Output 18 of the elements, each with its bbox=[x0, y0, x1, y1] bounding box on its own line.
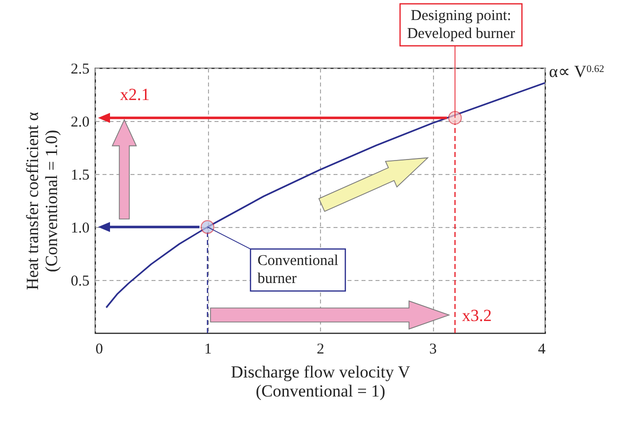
x-tick-label: 2 bbox=[316, 342, 324, 358]
y-tick-label: 2.0 bbox=[70, 114, 90, 130]
y-tick-label: 1.0 bbox=[70, 220, 90, 236]
annotation: x3.2 bbox=[462, 306, 492, 325]
x-axis-title: Discharge flow velocity V (Conventional = 1) bbox=[230, 362, 411, 400]
annotation: Designing point: Developed burner bbox=[407, 8, 515, 42]
annotation: α∝ V$^{0.62}$ bbox=[549, 62, 604, 81]
x-tick-label: 3 bbox=[429, 342, 437, 358]
line-series bbox=[105, 82, 546, 308]
y-axis-title: Heat transfer coefficient α (Conventional = 1.0) bbox=[22, 112, 61, 290]
x-tick-label: 4 bbox=[538, 342, 546, 358]
x-tick-label: 0 bbox=[96, 342, 103, 358]
y-tick-label: 0.5 bbox=[70, 274, 90, 290]
y-tick-label: 1.5 bbox=[70, 168, 90, 184]
y-tick-label: 2.5 bbox=[70, 62, 90, 78]
annotation: Conventional burner bbox=[258, 253, 338, 287]
x-tick-label: 1 bbox=[204, 342, 212, 358]
annotation: x2.1 bbox=[120, 84, 150, 104]
